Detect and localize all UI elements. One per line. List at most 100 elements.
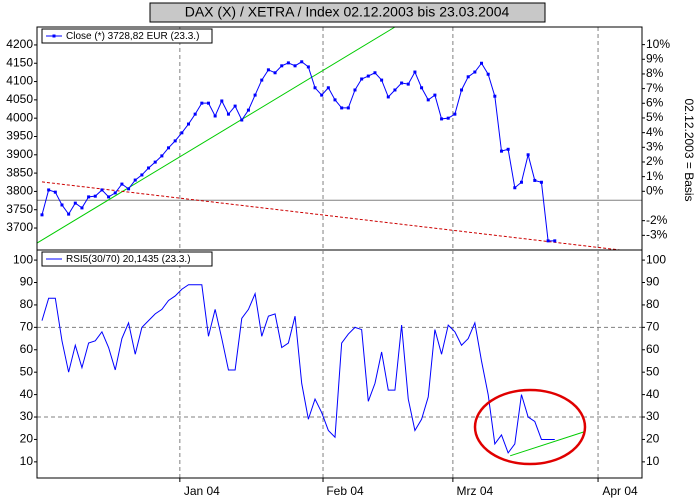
point-marker: [107, 195, 111, 199]
y2-tick-label: 5%: [646, 110, 664, 124]
legend-label: RSI5(30/70) 20,1435 (23.3.): [66, 254, 191, 265]
point-marker: [493, 94, 497, 98]
point-marker: [300, 60, 304, 64]
y-tick-label: 4050: [6, 92, 33, 106]
point-marker: [286, 61, 290, 65]
point-marker: [120, 182, 124, 186]
point-marker: [260, 78, 264, 82]
point-marker: [426, 98, 430, 102]
point-marker: [273, 71, 277, 75]
point-marker: [446, 116, 450, 120]
y2-tick-label: 30: [646, 409, 660, 423]
point-marker: [246, 108, 250, 112]
point-marker: [320, 93, 324, 97]
plot-area: [36, 249, 643, 479]
y2-tick-label: 4%: [646, 125, 664, 139]
y-tick-label: 3900: [6, 147, 33, 161]
point-marker: [153, 160, 157, 164]
y2-tick-label: -3%: [646, 228, 668, 242]
point-marker: [60, 203, 64, 207]
point-marker: [133, 178, 137, 182]
y2-tick-label: 100: [646, 252, 666, 266]
point-marker: [293, 64, 297, 68]
series-line: [41, 284, 555, 454]
point-marker: [226, 112, 230, 116]
point-marker: [313, 86, 317, 90]
y-tick-label: 30: [20, 409, 34, 423]
y-tick-label: 3750: [6, 202, 33, 216]
y2-tick-label: 7%: [646, 81, 664, 95]
point-marker: [240, 118, 244, 122]
point-marker: [266, 68, 270, 72]
trendline: [509, 431, 585, 457]
point-marker: [499, 149, 503, 153]
point-marker: [113, 191, 117, 195]
legend-marker: [52, 34, 56, 38]
trendline: [36, 26, 396, 244]
point-marker: [186, 122, 190, 126]
point-marker: [206, 101, 210, 105]
point-marker: [220, 99, 224, 103]
frame: [36, 26, 643, 479]
point-marker: [533, 178, 537, 182]
point-marker: [406, 82, 410, 86]
point-marker: [233, 104, 237, 108]
y-tick-label: 3700: [6, 220, 33, 234]
y2-tick-label: 9%: [646, 51, 664, 65]
point-marker: [53, 190, 57, 194]
y-tick-label: 3950: [6, 129, 33, 143]
x-tick-label: Apr 04: [602, 484, 638, 498]
point-marker: [253, 93, 257, 97]
point-marker: [213, 114, 217, 118]
y-tick-label: 3850: [6, 165, 33, 179]
point-marker: [333, 98, 337, 102]
y2-tick-label: 70: [646, 320, 660, 334]
legend-label: Close (*) 3728,82 EUR (23.3.): [66, 31, 199, 42]
y-tick-label: 100: [13, 252, 33, 266]
y2-tick-label: 2%: [646, 154, 664, 168]
point-marker: [346, 106, 350, 110]
point-marker: [420, 86, 424, 90]
trendline: [41, 181, 621, 251]
x-tick-label: Jan 04: [184, 484, 220, 498]
y2-tick-label: 80: [646, 297, 660, 311]
y-tick-label: 10: [20, 454, 34, 468]
point-marker: [413, 70, 417, 74]
point-marker: [326, 86, 330, 90]
point-marker: [440, 117, 444, 121]
y2-tick-label: 0%: [646, 183, 664, 197]
y-tick-label: 4150: [6, 55, 33, 69]
y-tick-label: 20: [20, 432, 34, 446]
point-marker: [460, 88, 464, 92]
y2-tick-label: 10: [646, 454, 660, 468]
point-marker: [486, 72, 490, 76]
point-marker: [173, 139, 177, 143]
point-marker: [87, 195, 91, 199]
y2-tick-label: 40: [646, 387, 660, 401]
point-marker: [380, 78, 384, 82]
y2-tick-label: 10%: [646, 37, 670, 51]
point-marker: [140, 173, 144, 177]
y2-tick-label: -2%: [646, 213, 668, 227]
point-marker: [160, 154, 164, 158]
point-marker: [147, 166, 151, 170]
point-marker: [127, 187, 131, 191]
point-marker: [167, 146, 171, 150]
legend-box: [41, 28, 213, 44]
y-tick-label: 80: [20, 297, 34, 311]
point-marker: [373, 71, 377, 75]
x-tick-label: Feb 04: [326, 484, 364, 498]
y2-tick-label: 50: [646, 364, 660, 378]
point-marker: [519, 180, 523, 184]
point-marker: [433, 93, 437, 97]
y2-axis-label: 02.12.2003 = Basis: [682, 98, 696, 201]
point-marker: [200, 101, 204, 105]
y-tick-label: 4100: [6, 74, 33, 88]
y-tick-label: 50: [20, 364, 34, 378]
y2-tick-label: 8%: [646, 66, 664, 80]
y-tick-label: 4200: [6, 37, 33, 51]
chart-title: DAX (X) / XETRA / Index 02.12.2003 bis 2…: [185, 4, 510, 20]
point-marker: [80, 206, 84, 210]
point-marker: [193, 112, 197, 116]
point-marker: [453, 112, 457, 116]
